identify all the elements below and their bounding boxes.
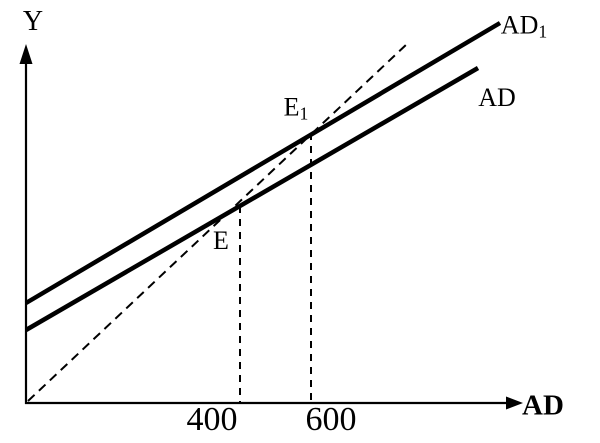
curve-ad-label: AD: [478, 83, 516, 112]
x-axis-label: AD: [522, 389, 564, 422]
y-axis-arrowhead: [19, 44, 33, 64]
point-e1-label: E1: [283, 92, 309, 124]
y-axis-label: Y: [22, 6, 44, 37]
curve-ad1-label-subscript: 1: [538, 21, 548, 42]
45-degree-line: [27, 42, 409, 402]
curve-ad1: [24, 21, 502, 305]
point-e1-label-subscript: 1: [299, 103, 309, 124]
curve-ad1-label-base: AD: [500, 10, 539, 40]
point-e-label: E: [213, 226, 229, 255]
point-e1-label-base: E: [283, 92, 300, 122]
x-tick-label-400: 400: [186, 401, 238, 438]
curve-ad: [24, 66, 480, 332]
x-tick-label-600: 600: [305, 401, 357, 438]
x-axis-arrowhead: [506, 396, 523, 410]
curve-ad1-label: AD1: [500, 10, 548, 42]
